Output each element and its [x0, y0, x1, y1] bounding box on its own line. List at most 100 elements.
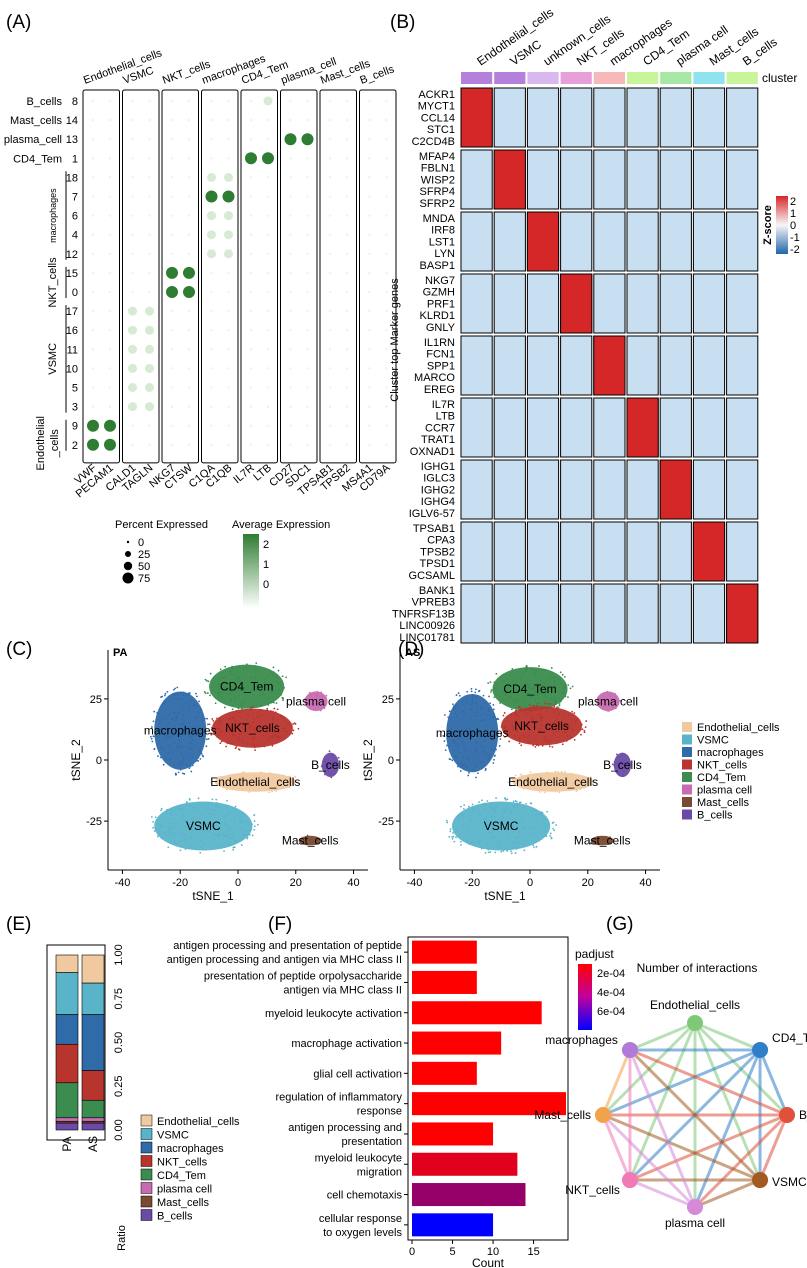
heatmap-block — [526, 397, 560, 458]
tsne-title: PA — [113, 647, 128, 659]
tsne-point — [512, 777, 514, 780]
tsne-point — [512, 805, 515, 808]
dotplot-dot — [128, 363, 137, 373]
tsne-point — [514, 734, 516, 737]
tsne-point — [455, 836, 457, 839]
tsne-cluster — [452, 801, 551, 851]
go-bar — [412, 1183, 526, 1207]
tsne-point — [185, 829, 187, 832]
dotplot-dot — [187, 443, 191, 447]
tsne-point — [501, 679, 504, 682]
tsne-point — [259, 694, 261, 697]
tsne-point — [541, 778, 544, 781]
tsne-point — [312, 840, 315, 843]
dotplot-row-group-label: Mast_cells — [10, 115, 62, 127]
legend-color-title: Average Expression — [232, 519, 330, 531]
tsne-point — [512, 845, 515, 848]
tsne-point — [468, 843, 470, 845]
tsne-point — [291, 732, 294, 735]
tsne-point — [504, 736, 507, 738]
go-legend-label: 6e-04 — [597, 1006, 625, 1018]
tsne-point — [473, 762, 476, 765]
stacked-bar-legend-label: plasma cell — [157, 1184, 212, 1196]
network-node — [687, 1199, 703, 1215]
network-node-label: CD4_Tem — [772, 1031, 807, 1045]
heatmap-annotation-cell — [560, 72, 592, 84]
stacked-bar-legend-key — [140, 1128, 153, 1140]
tsne-point — [489, 718, 491, 720]
tsne-point — [266, 675, 269, 677]
tsne-point — [202, 735, 205, 738]
tsne-point — [528, 742, 530, 744]
tsne-point — [235, 710, 238, 712]
tsne-point — [621, 774, 624, 777]
heatmap-annotation-label: cluster — [762, 71, 797, 85]
heatmap-gene-label: BANK1 — [419, 585, 455, 597]
tsne-cluster — [154, 691, 207, 770]
tsne-point — [239, 688, 242, 691]
tsne-point — [532, 787, 535, 790]
go-category-label: presentation — [341, 1136, 402, 1148]
tsne-point — [541, 744, 544, 747]
tsne-point — [242, 689, 245, 692]
dotplot-dot — [289, 99, 292, 103]
tsne-xlabel: tSNE_1 — [484, 889, 526, 903]
dotplot-dot — [187, 157, 191, 160]
tsne-point — [521, 774, 524, 777]
tsne-point — [155, 735, 158, 737]
tsne-point — [337, 756, 340, 759]
tsne-point — [163, 694, 166, 697]
tsne-point — [529, 771, 532, 774]
tsne-point — [178, 764, 181, 767]
tsne-point — [186, 822, 189, 825]
tsne-point — [240, 844, 243, 846]
tsne-point — [184, 825, 187, 828]
tsne-point — [275, 674, 278, 677]
tsne-point — [288, 775, 291, 778]
tsne-point — [528, 687, 531, 689]
dotplot-dot — [148, 443, 151, 447]
tsne-point — [545, 679, 548, 681]
tsne-point — [470, 811, 473, 814]
tsne-point — [511, 824, 514, 827]
stacked-bar-legend-key — [140, 1114, 153, 1127]
dotplot-dot — [368, 252, 371, 256]
go-category-label: antigen processing and presentation of p… — [173, 940, 402, 952]
tsne-point — [549, 703, 552, 705]
tsne-point — [540, 811, 543, 814]
tsne-point — [614, 707, 617, 710]
tsne-point — [484, 835, 487, 838]
tsne-point — [573, 712, 576, 714]
tsne-point — [459, 840, 462, 843]
tsne-point — [243, 773, 246, 775]
network-edge — [758, 1049, 789, 1116]
tsne-point — [249, 781, 252, 784]
tsne-point — [258, 727, 261, 730]
tsne-cluster-label: B_cells — [603, 758, 642, 772]
tsne-point — [554, 701, 557, 704]
tsne-point — [600, 701, 603, 704]
tsne-point — [468, 819, 471, 822]
tsne-point — [495, 748, 497, 751]
tsne-point — [189, 748, 192, 751]
tsne-point — [606, 690, 609, 693]
stacked-bar-segment — [55, 1117, 79, 1122]
tsne-point — [459, 770, 462, 772]
tsne-point — [173, 698, 175, 700]
tsne-point — [169, 841, 172, 844]
dotplot-dot — [328, 405, 332, 408]
tsne-point — [510, 828, 513, 831]
tsne-point — [234, 699, 237, 702]
tsne-point — [196, 705, 199, 708]
dotplot-dot — [170, 195, 174, 198]
tsne-point — [182, 719, 185, 722]
tsne-point — [608, 841, 611, 844]
dotplot-row-label: 1 — [72, 153, 78, 165]
tsne-point — [221, 730, 224, 732]
tsne-point — [215, 821, 217, 824]
tsne-point — [167, 736, 170, 739]
heatmap-gene-label: IGHG1 — [421, 461, 455, 473]
tsne-point — [214, 827, 217, 830]
tsne-point — [510, 843, 513, 846]
network-node-label: Mast_cells — [534, 1108, 591, 1122]
